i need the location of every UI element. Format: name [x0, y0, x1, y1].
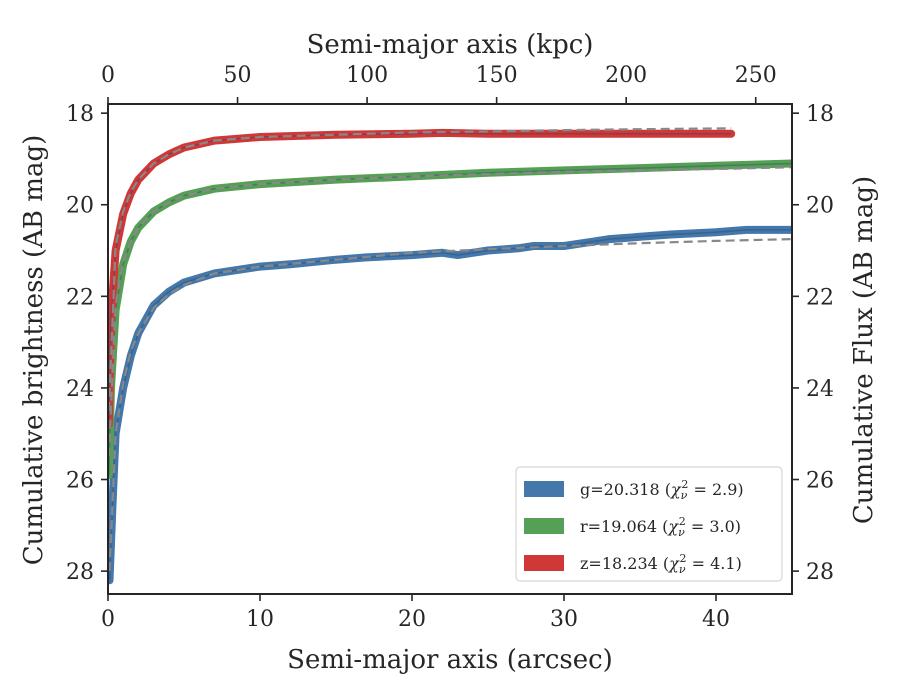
x-top-tick-label-50: 50: [224, 63, 252, 88]
model-fit-line-1: [108, 166, 792, 457]
y-axis-right-label: Cumulative Flux (AB mag): [849, 176, 879, 524]
x-top-tick-label-150: 150: [476, 63, 518, 88]
x-top-tick-label-0: 0: [101, 63, 115, 88]
legend-swatch-1: [524, 518, 564, 534]
y-right-tick-label-26: 26: [806, 469, 834, 494]
y-tick-label-26: 26: [66, 469, 94, 494]
plot-frame: [107, 103, 793, 595]
y-right-tick-label-24: 24: [806, 377, 834, 402]
y-tick-label-24: 24: [66, 377, 94, 402]
legend: g=20.318 (χν2 = 2.9) r=19.064 (χν2 = 3.0)…: [515, 466, 783, 582]
x-axis-label: Semi-major axis (arcsec): [287, 645, 613, 675]
y-right-tick-label-28: 28: [806, 560, 834, 585]
x-tick-label-20: 20: [398, 607, 426, 632]
x-top-tick-label-100: 100: [346, 63, 388, 88]
legend-label-0: g=20.318 (χν2 = 2.9): [580, 478, 744, 502]
y-tick-label-18: 18: [66, 102, 94, 127]
legend-swatch-2: [524, 555, 564, 571]
axes-layer: 0 10 20 30 40 0 50 100 150 200 250 18 18 20 20 22 22 24 24…: [66, 63, 834, 632]
series-line-g-core: [108, 229, 792, 581]
x-tick-label-10: 10: [246, 607, 274, 632]
series-line-r-core: [108, 162, 792, 475]
legend-label-2: z=18.234 (χν2 = 4.1): [580, 552, 742, 576]
x-axis-top-label: Semi-major axis (kpc): [307, 30, 594, 60]
y-right-tick-label-18: 18: [806, 102, 834, 127]
legend-swatch-0: [524, 481, 564, 497]
series-1: [108, 159, 792, 479]
y-tick-label-22: 22: [66, 285, 94, 310]
legend-frame: [515, 466, 783, 582]
y-axis-label: Cumulative brightness (AB mag): [19, 135, 49, 566]
x-tick-label-30: 30: [550, 607, 578, 632]
x-tick-label-40: 40: [702, 607, 730, 632]
model-fit-line-2: [108, 127, 732, 411]
y-tick-label-28: 28: [66, 560, 94, 585]
legend-label-1: r=19.064 (χν2 = 3.0): [580, 515, 741, 539]
series-0: [108, 225, 792, 585]
x-top-tick-label-250: 250: [735, 63, 777, 88]
y-tick-label-20: 20: [66, 194, 94, 219]
x-tick-label-0: 0: [101, 607, 115, 632]
y-right-tick-label-20: 20: [806, 194, 834, 219]
series-line-g-band: [108, 225, 792, 585]
model-fit-layer: [108, 127, 792, 572]
model-fit-line-0: [108, 238, 792, 572]
x-top-tick-label-200: 200: [605, 63, 647, 88]
series-line-r-band: [108, 159, 792, 479]
y-right-tick-label-22: 22: [806, 285, 834, 310]
